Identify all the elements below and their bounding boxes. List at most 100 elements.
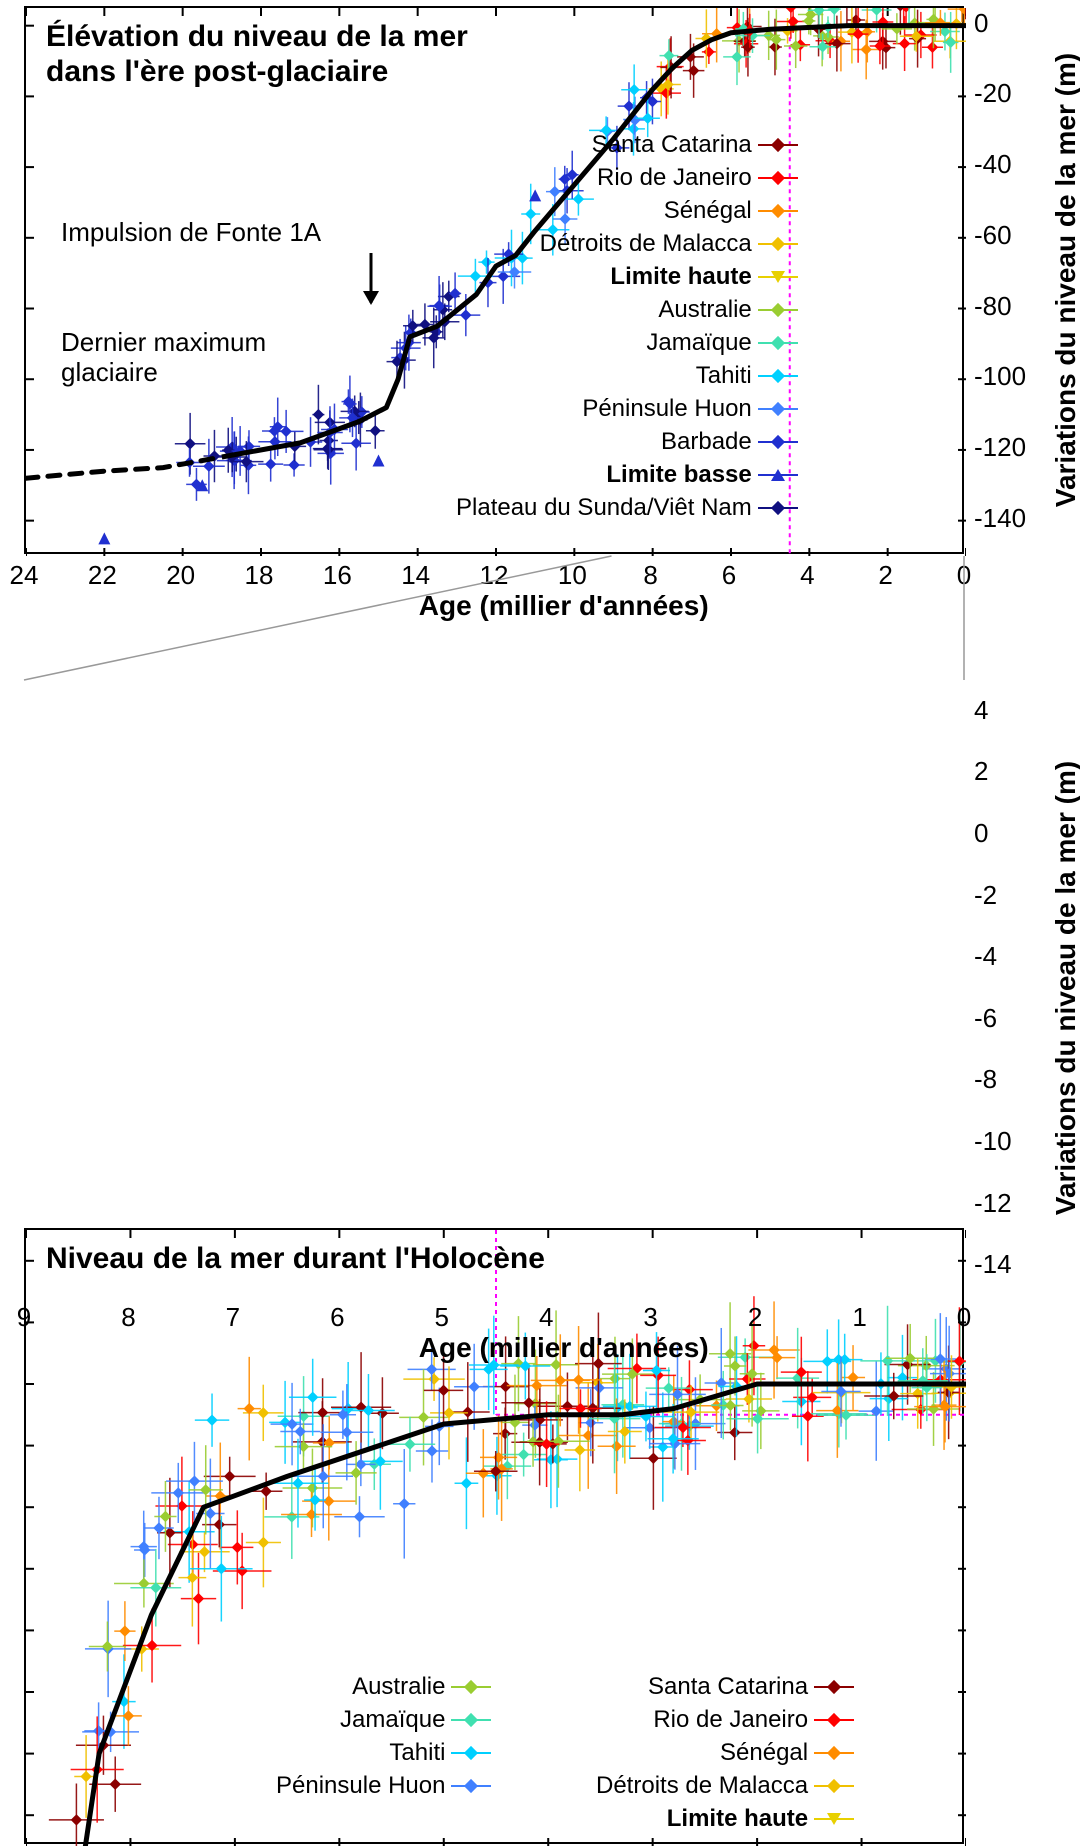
chart1-xlabel: Age (millier d'années) — [419, 590, 709, 622]
chart1-legend-marker-1 — [758, 172, 798, 184]
chart1-xtick-22: 22 — [82, 560, 122, 591]
chart1-ytick--20: -20 — [974, 78, 1012, 109]
chart1-annotation-0: Impulsion de Fonte 1A — [61, 218, 321, 248]
chart2-ytick--6: -6 — [974, 1003, 997, 1034]
chart1-legend-item-7: Tahiti — [456, 359, 798, 392]
chart2-ytick-4: 4 — [974, 695, 988, 726]
chart1-legend-item-10: Limite basse — [456, 458, 798, 491]
chart2-legend-left: Australie Jamaïque Tahiti Péninsule Huon — [276, 1670, 491, 1802]
chart1-legend-label-2: Sénégal — [664, 197, 752, 225]
chart1-xtick-0: 0 — [944, 560, 984, 591]
chart1-panel: Élévation du niveau de la mer dans l'ère… — [24, 6, 964, 554]
chart1-legend-label-7: Tahiti — [696, 362, 752, 390]
chart1-ytick-0: 0 — [974, 8, 988, 39]
chart1-ytick--40: -40 — [974, 149, 1012, 180]
chart1-xtick-2: 2 — [866, 560, 906, 591]
chart1-xtick-4: 4 — [787, 560, 827, 591]
chart2-legend-item-1: Jamaïque — [276, 1703, 491, 1736]
chart1-xtick-24: 24 — [4, 560, 44, 591]
chart2-xtick-5: 5 — [422, 1302, 462, 1333]
chart1-xtick-12: 12 — [474, 560, 514, 591]
chart1-xtick-20: 20 — [161, 560, 201, 591]
chart2-ytick--12: -12 — [974, 1188, 1012, 1219]
chart1-legend-marker-4 — [758, 271, 798, 283]
chart1-ytick--140: -140 — [974, 503, 1026, 534]
chart1-ytick--80: -80 — [974, 291, 1012, 322]
chart2-legend-label-1: Jamaïque — [340, 1706, 445, 1734]
chart2-legend-marker-0 — [451, 1681, 491, 1693]
chart2-xlabel: Age (millier d'années) — [419, 1332, 709, 1364]
chart1-legend-label-1: Rio de Janeiro — [597, 164, 752, 192]
chart2-xtick-3: 3 — [631, 1302, 671, 1333]
chart1-legend-item-9: Barbade — [456, 425, 798, 458]
chart2-legend-label-0: Australie — [352, 1673, 445, 1701]
chart1-ytick--100: -100 — [974, 361, 1026, 392]
chart1-legend-item-2: Sénégal — [456, 194, 798, 227]
chart2-ytick-0: 0 — [974, 818, 988, 849]
chart1-legend-label-10: Limite basse — [606, 461, 751, 489]
chart2-xtick-1: 1 — [840, 1302, 880, 1333]
chart1-legend-item-4: Limite haute — [456, 260, 798, 293]
chart1-annotation-1: Dernier maximum glaciaire — [61, 328, 266, 388]
chart1-xtick-10: 10 — [552, 560, 592, 591]
chart2-legend-right: Santa Catarina Rio de Janeiro Sénégal Détro… — [596, 1670, 854, 1835]
chart2-xtick-0: 0 — [944, 1302, 984, 1333]
chart1-legend-marker-8 — [758, 403, 798, 415]
chart1-legend-marker-5 — [758, 304, 798, 316]
chart2-xtick-4: 4 — [526, 1302, 566, 1333]
chart2-legend-item-4: Limite haute — [596, 1802, 854, 1835]
chart2-ytick--14: -14 — [974, 1249, 1012, 1280]
chart2-legend-marker-0 — [814, 1681, 854, 1693]
chart2-legend-label-1: Rio de Janeiro — [653, 1706, 808, 1734]
chart2-legend-marker-1 — [814, 1714, 854, 1726]
chart2-legend-label-3: Péninsule Huon — [276, 1772, 445, 1800]
chart1-legend-marker-7 — [758, 370, 798, 382]
chart1-legend-marker-2 — [758, 205, 798, 217]
chart2-legend-item-0: Australie — [276, 1670, 491, 1703]
chart1-legend-item-11: Plateau du Sunda/Viêt Nam — [456, 491, 798, 524]
chart2-legend-marker-2 — [814, 1747, 854, 1759]
chart1-legend-label-11: Plateau du Sunda/Viêt Nam — [456, 494, 752, 522]
chart2-legend-item-2: Tahiti — [276, 1736, 491, 1769]
chart2-legend-marker-3 — [814, 1780, 854, 1792]
chart2-ytick-2: 2 — [974, 756, 988, 787]
chart2-legend-label-2: Sénégal — [720, 1739, 808, 1767]
chart1-legend-item-1: Rio de Janeiro — [456, 161, 798, 194]
chart1-ylabel: Variations du niveau de la mer (m) — [1050, 50, 1080, 510]
chart1-legend-marker-9 — [758, 436, 798, 448]
chart2-xtick-9: 9 — [4, 1302, 44, 1333]
chart1-xtick-6: 6 — [709, 560, 749, 591]
chart2-legend-marker-3 — [451, 1780, 491, 1792]
chart2-legend-item-1: Rio de Janeiro — [596, 1703, 854, 1736]
chart1-legend-marker-11 — [758, 502, 798, 514]
chart2-ytick--4: -4 — [974, 941, 997, 972]
chart1-xtick-16: 16 — [317, 560, 357, 591]
chart2-ylabel: Variations du niveau de la mer (m) — [1050, 758, 1080, 1218]
chart2-ytick--2: -2 — [974, 880, 997, 911]
chart1-legend: Santa CatarinaRio de JaneiroSénégalDétro… — [456, 128, 798, 524]
chart1-legend-marker-0 — [758, 139, 798, 151]
chart1-xtick-18: 18 — [239, 560, 279, 591]
chart2-legend-item-3: Péninsule Huon — [276, 1769, 491, 1802]
chart1-ytick--120: -120 — [974, 432, 1026, 463]
chart2-legend-item-0: Santa Catarina — [596, 1670, 854, 1703]
chart1-legend-marker-6 — [758, 337, 798, 349]
chart1-legend-label-6: Jamaïque — [646, 329, 751, 357]
chart2-panel: Niveau de la mer durant l'HolocèneAustra… — [24, 1228, 964, 1844]
chart2-legend-marker-1 — [451, 1714, 491, 1726]
chart2-ytick--8: -8 — [974, 1064, 997, 1095]
chart1-legend-label-8: Péninsule Huon — [582, 395, 751, 423]
chart2-legend-label-3: Détroits de Malacca — [596, 1772, 808, 1800]
chart2-legend-label-0: Santa Catarina — [648, 1673, 808, 1701]
chart1-title: Élévation du niveau de la mer dans l'ère… — [46, 20, 468, 89]
chart1-legend-label-9: Barbade — [661, 428, 752, 456]
chart1-legend-label-0: Santa Catarina — [592, 131, 752, 159]
chart2-ytick--10: -10 — [974, 1126, 1012, 1157]
chart1-ytick--60: -60 — [974, 220, 1012, 251]
chart1-legend-item-5: Australie — [456, 293, 798, 326]
chart1-legend-marker-10 — [758, 469, 798, 481]
chart1-legend-label-4: Limite haute — [610, 263, 751, 291]
chart2-legend-label-4: Limite haute — [667, 1805, 808, 1833]
chart2-legend-label-2: Tahiti — [389, 1739, 445, 1767]
chart1-legend-item-0: Santa Catarina — [456, 128, 798, 161]
